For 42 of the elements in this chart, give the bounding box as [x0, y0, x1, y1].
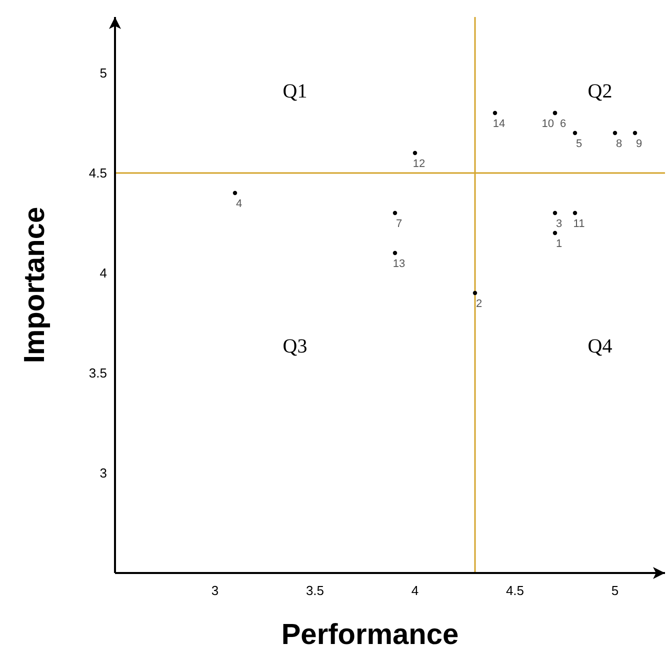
y-tick-label: 4.5 [88, 166, 107, 181]
y-axis-title: Importance [19, 206, 51, 364]
annotation: Q4 [588, 336, 612, 358]
annotation: 8 [616, 138, 622, 150]
annotation: 3 [556, 218, 562, 230]
annotation: 10 [542, 118, 554, 130]
annotation: 12 [412, 158, 426, 170]
annotation: 2 [476, 298, 482, 310]
annotation: 6 [560, 118, 566, 130]
y-tick-label: 5 [100, 66, 107, 81]
annotation: 11 [573, 218, 585, 230]
x-tick-label: 3 [211, 583, 219, 598]
y-tick-label: 3.5 [88, 366, 107, 381]
annotation: Q2 [588, 80, 612, 103]
point [472, 290, 478, 296]
point [392, 250, 398, 256]
x-axis-title: Performance [281, 619, 459, 651]
x-tick-label: 5 [611, 583, 619, 598]
annotation: 9 [636, 138, 642, 150]
annotation: 7 [396, 218, 402, 230]
point [412, 150, 418, 156]
point [392, 210, 398, 216]
point [552, 230, 558, 236]
point [232, 190, 238, 196]
annotation: 13 [392, 258, 406, 270]
annotation: 14 [492, 118, 506, 130]
annotation: 5 [576, 138, 582, 150]
point [572, 210, 578, 216]
y-tick-label: 3 [100, 466, 107, 481]
point [632, 130, 638, 136]
x-tick-label: 4.5 [506, 583, 524, 598]
point [572, 130, 578, 136]
y-tick-label: 4 [100, 266, 107, 281]
x-tick-label: 4 [411, 583, 419, 598]
annotation: 4 [236, 198, 242, 210]
point [552, 210, 558, 216]
point [612, 130, 618, 136]
annotation: Q3 [282, 336, 308, 358]
annotation: 1 [556, 238, 562, 250]
annotation: Q1 [282, 80, 308, 103]
point [492, 110, 498, 116]
x-tick-label: 3.5 [306, 583, 324, 598]
